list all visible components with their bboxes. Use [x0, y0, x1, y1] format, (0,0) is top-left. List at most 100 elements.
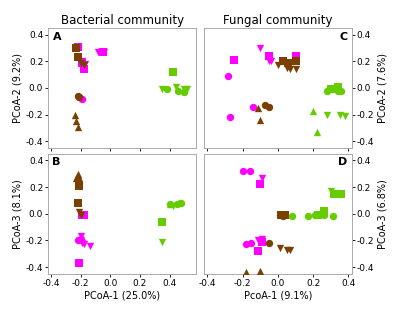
- Point: [74, 124, 81, 129]
- Point: [280, 214, 286, 219]
- Point: [74, 44, 81, 49]
- Point: [284, 247, 290, 252]
- Point: [266, 104, 272, 109]
- Point: [292, 67, 299, 72]
- Point: [328, 87, 334, 92]
- Point: [292, 59, 299, 64]
- Point: [177, 201, 183, 206]
- Point: [257, 117, 263, 122]
- Point: [76, 95, 82, 100]
- Point: [335, 88, 341, 93]
- Point: [76, 175, 82, 180]
- Point: [178, 201, 185, 206]
- Point: [86, 243, 93, 248]
- Point: [338, 191, 345, 196]
- Text: B: B: [52, 157, 61, 167]
- Point: [79, 60, 85, 65]
- Point: [338, 191, 345, 196]
- Point: [76, 261, 82, 266]
- Point: [159, 87, 165, 92]
- Point: [76, 183, 82, 188]
- Point: [73, 175, 79, 180]
- Point: [266, 241, 272, 246]
- Point: [100, 49, 106, 54]
- Point: [74, 55, 81, 60]
- Point: [159, 239, 165, 244]
- Point: [310, 108, 316, 113]
- X-axis label: PcoA-1 (9.1%): PcoA-1 (9.1%): [244, 290, 312, 300]
- Point: [342, 114, 348, 118]
- Point: [76, 210, 82, 215]
- Point: [275, 63, 281, 68]
- Y-axis label: PCoA-2 (9.2%): PCoA-2 (9.2%): [13, 53, 23, 123]
- Point: [282, 213, 288, 218]
- Y-axis label: PCoA-3 (8.1%): PCoA-3 (8.1%): [13, 179, 23, 248]
- Point: [76, 95, 82, 100]
- Point: [174, 202, 180, 207]
- Point: [78, 234, 84, 239]
- Point: [259, 237, 265, 242]
- Point: [289, 214, 295, 219]
- Point: [79, 96, 85, 101]
- Point: [287, 67, 294, 72]
- Point: [184, 87, 190, 92]
- Point: [266, 53, 272, 58]
- Point: [314, 129, 320, 134]
- Point: [246, 169, 253, 174]
- Point: [166, 202, 173, 207]
- Point: [72, 112, 78, 117]
- Point: [257, 45, 263, 50]
- Point: [78, 237, 84, 242]
- Point: [80, 213, 87, 218]
- Point: [159, 219, 165, 224]
- Point: [320, 213, 327, 218]
- Point: [320, 209, 327, 214]
- Point: [292, 53, 299, 58]
- Point: [285, 60, 292, 65]
- Point: [266, 59, 272, 64]
- Point: [169, 69, 176, 74]
- Point: [169, 203, 176, 208]
- Point: [74, 238, 81, 243]
- Point: [227, 115, 233, 120]
- Point: [280, 59, 286, 64]
- Point: [338, 88, 345, 93]
- Point: [276, 246, 283, 251]
- Point: [324, 112, 330, 117]
- Point: [257, 182, 263, 187]
- Point: [324, 88, 330, 93]
- Point: [181, 90, 188, 95]
- Title: Fungal community: Fungal community: [223, 14, 333, 27]
- Y-axis label: PCoA-3 (6.8%): PCoA-3 (6.8%): [377, 179, 387, 248]
- Point: [335, 84, 341, 89]
- Point: [175, 88, 182, 93]
- Point: [250, 104, 256, 109]
- Point: [287, 247, 294, 252]
- Point: [95, 49, 102, 54]
- Point: [278, 213, 284, 218]
- Point: [239, 169, 246, 174]
- Point: [78, 213, 84, 218]
- Text: A: A: [52, 32, 61, 42]
- Point: [76, 181, 82, 186]
- Point: [164, 87, 170, 92]
- Point: [172, 84, 179, 89]
- Point: [333, 191, 339, 196]
- Title: Bacterial community: Bacterial community: [60, 14, 184, 27]
- Point: [74, 201, 81, 206]
- Point: [243, 270, 249, 275]
- Point: [257, 268, 263, 273]
- Point: [243, 242, 249, 247]
- Point: [331, 191, 338, 196]
- Point: [79, 213, 85, 218]
- Point: [284, 65, 290, 70]
- Point: [276, 213, 283, 218]
- Point: [255, 105, 262, 110]
- Point: [73, 119, 79, 124]
- Point: [259, 239, 265, 244]
- Point: [80, 67, 87, 72]
- Point: [79, 59, 85, 64]
- Point: [248, 241, 254, 246]
- Point: [74, 178, 81, 183]
- Point: [230, 58, 237, 63]
